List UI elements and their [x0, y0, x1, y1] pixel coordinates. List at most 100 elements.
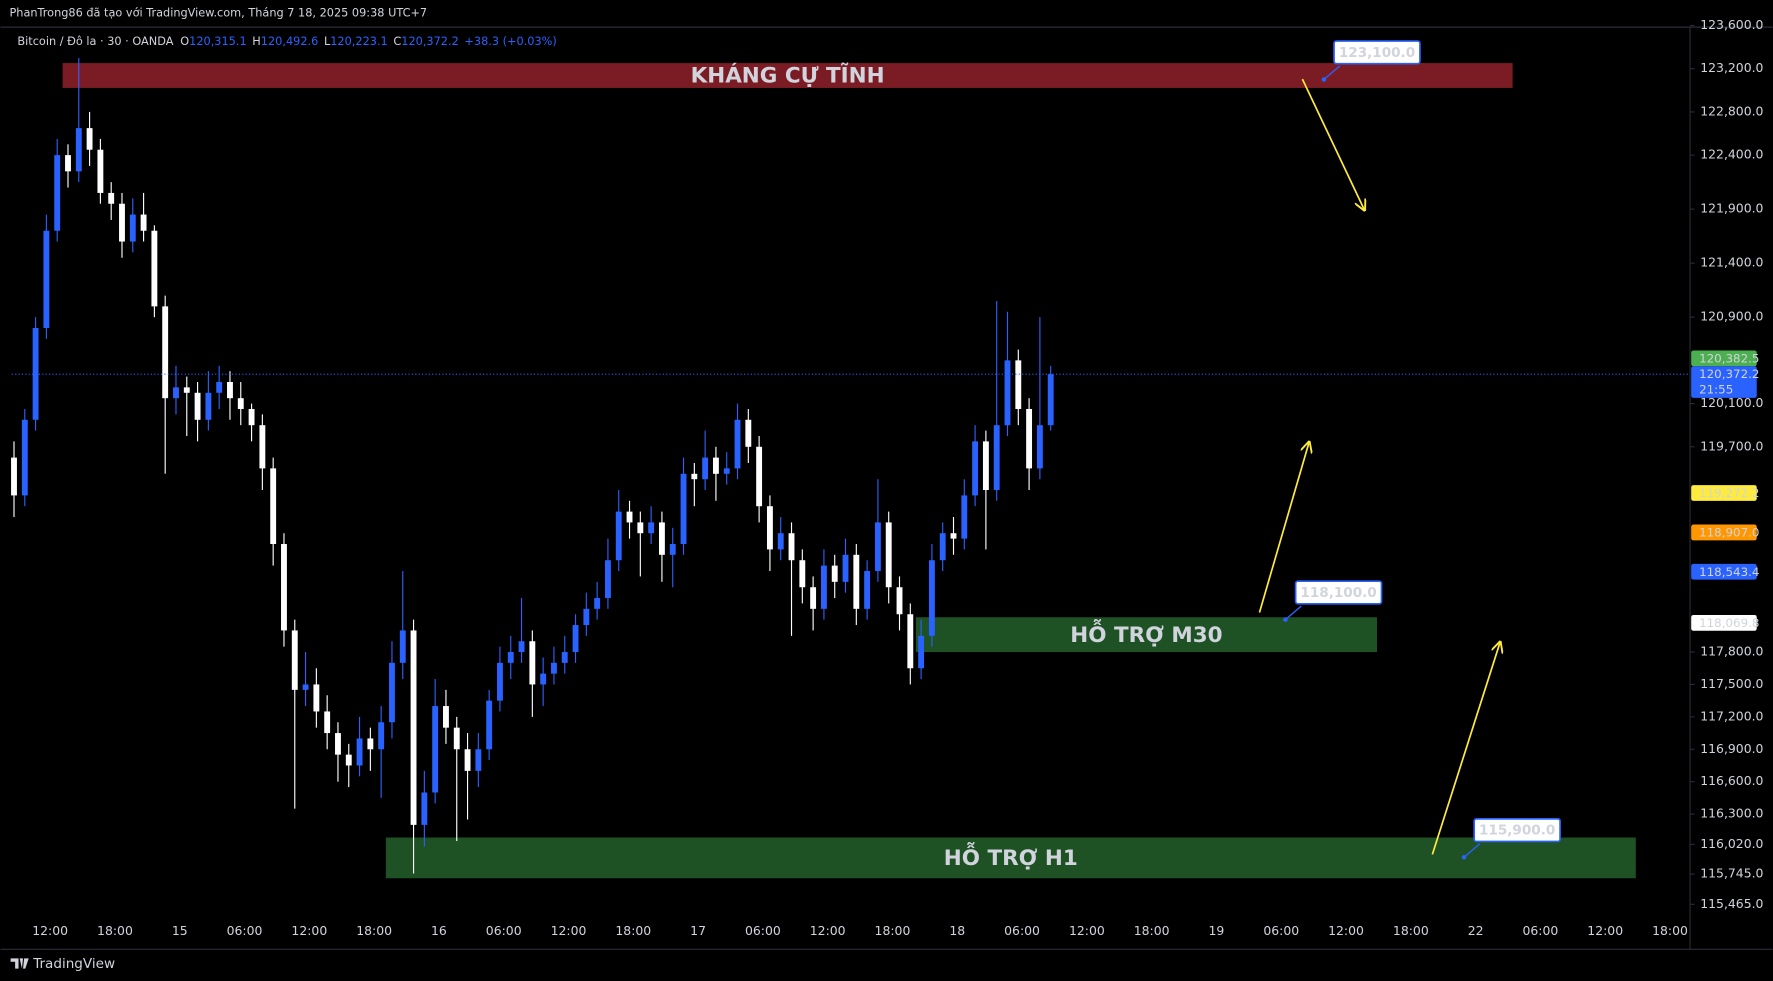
- candle-body: [637, 522, 644, 534]
- candle-body: [205, 392, 212, 420]
- x-tick-label: 12:00: [810, 923, 846, 938]
- candle-body: [140, 214, 147, 231]
- candle-body: [820, 565, 827, 609]
- y-tick-label: 116,900.0: [1700, 741, 1763, 756]
- price-label-box: [1691, 366, 1757, 398]
- candle-body: [302, 684, 309, 690]
- candle-body: [183, 387, 190, 393]
- candle-body: [853, 554, 860, 609]
- candle-body: [65, 155, 71, 172]
- x-tick-label: 19: [1209, 923, 1225, 938]
- x-tick-label: 12:00: [551, 923, 587, 938]
- candle-body: [356, 738, 363, 766]
- candle-body: [194, 392, 201, 420]
- legend-value: 120,315.1: [189, 35, 247, 48]
- candle-body: [324, 711, 331, 734]
- candle-body: [259, 425, 266, 469]
- note-anchor: [1461, 855, 1467, 860]
- x-tick-label: 06:00: [1004, 923, 1040, 938]
- note-label: 115,900.0: [1479, 823, 1555, 839]
- legend-key: L: [324, 35, 331, 48]
- x-tick-label: 06:00: [486, 923, 522, 938]
- price-label: 120,372.2: [1699, 367, 1759, 381]
- candle-body: [54, 155, 61, 231]
- legend-value: 120,372.2: [401, 35, 459, 48]
- candle-body: [464, 749, 471, 771]
- x-tick-label: 06:00: [1523, 923, 1559, 938]
- candle-body: [842, 554, 849, 582]
- y-tick-label: 116,020.0: [1700, 836, 1763, 851]
- candle-body: [961, 495, 968, 539]
- candle-body: [648, 522, 655, 534]
- arrow: [1431, 642, 1500, 855]
- x-tick-label: 12:00: [32, 923, 68, 938]
- price-label-box: [1691, 614, 1757, 631]
- x-tick-label: 18:00: [875, 923, 911, 938]
- zone: [915, 617, 1377, 653]
- candle-body: [583, 608, 590, 626]
- x-tick-label: 18:00: [1652, 923, 1688, 938]
- note-pointer: [1323, 65, 1341, 81]
- candle-body: [443, 706, 449, 728]
- y-tick-label: 122,800.0: [1700, 103, 1763, 118]
- candle-body: [291, 630, 298, 690]
- candle-body: [626, 511, 633, 523]
- candle-body: [939, 533, 946, 561]
- candle-body: [11, 457, 17, 496]
- candle-body: [216, 381, 223, 393]
- x-tick-label: 18:00: [1134, 923, 1170, 938]
- zone: [385, 837, 1636, 879]
- brand: TradingView: [32, 956, 115, 972]
- price-label: 119,272.2: [1699, 486, 1759, 500]
- y-tick-label: 119,700.0: [1700, 438, 1763, 453]
- candle-body: [594, 598, 601, 609]
- y-tick-label: 120,100.0: [1700, 395, 1763, 410]
- candle-body: [1015, 360, 1022, 409]
- candle-body: [885, 522, 892, 588]
- zone-label: KHÁNG CỰ TĨNH: [691, 63, 885, 89]
- y-tick-label: 115,745.0: [1700, 866, 1763, 881]
- candle-body: [345, 754, 352, 766]
- candle-body: [1026, 408, 1033, 469]
- candle-body: [756, 446, 763, 507]
- x-tick-label: 18:00: [97, 923, 133, 938]
- candle-body: [734, 419, 741, 469]
- candle-body: [108, 192, 115, 204]
- candle-body: [129, 214, 136, 242]
- x-tick-label: 18: [949, 923, 965, 938]
- candle-body: [367, 738, 374, 750]
- candle-body: [928, 560, 935, 636]
- candle-body: [281, 544, 287, 631]
- x-tick-label: 18:00: [615, 923, 651, 938]
- price-label-box: [1691, 563, 1757, 580]
- candle-body: [950, 533, 957, 539]
- candle-body: [173, 387, 179, 399]
- candle-body: [1047, 374, 1054, 426]
- candle-body: [745, 419, 752, 447]
- candle-body: [421, 792, 428, 825]
- note-box: [1333, 40, 1421, 65]
- candle-body: [864, 571, 871, 609]
- candle-body: [604, 560, 611, 599]
- candle-body: [669, 544, 676, 555]
- y-tick-label: 123,600.0: [1700, 17, 1763, 32]
- x-tick-label: 06:00: [227, 923, 263, 938]
- symbol-legend: Bitcoin / Đô la · 30 · OANDA O120,315.1 H1…: [17, 35, 556, 48]
- note-label: 123,100.0: [1339, 45, 1415, 61]
- arrows: [1258, 78, 1500, 855]
- price-label: 118,069.8: [1699, 616, 1759, 630]
- y-tick-label: 117,800.0: [1700, 644, 1763, 659]
- y-tick-label: 121,900.0: [1700, 201, 1763, 216]
- price-label: 118,543.4: [1699, 565, 1759, 579]
- candle-body: [21, 419, 28, 496]
- legend-change: +38.3 (+0.03%): [464, 35, 556, 48]
- x-tick-label: 12:00: [291, 923, 327, 938]
- candle-body: [702, 457, 709, 480]
- note-anchor: [1283, 617, 1288, 622]
- candle-body: [918, 635, 925, 669]
- candle-body: [378, 722, 385, 750]
- candle-body: [907, 614, 914, 669]
- candle-body: [335, 733, 341, 755]
- y-tick-label: 117,200.0: [1700, 708, 1763, 723]
